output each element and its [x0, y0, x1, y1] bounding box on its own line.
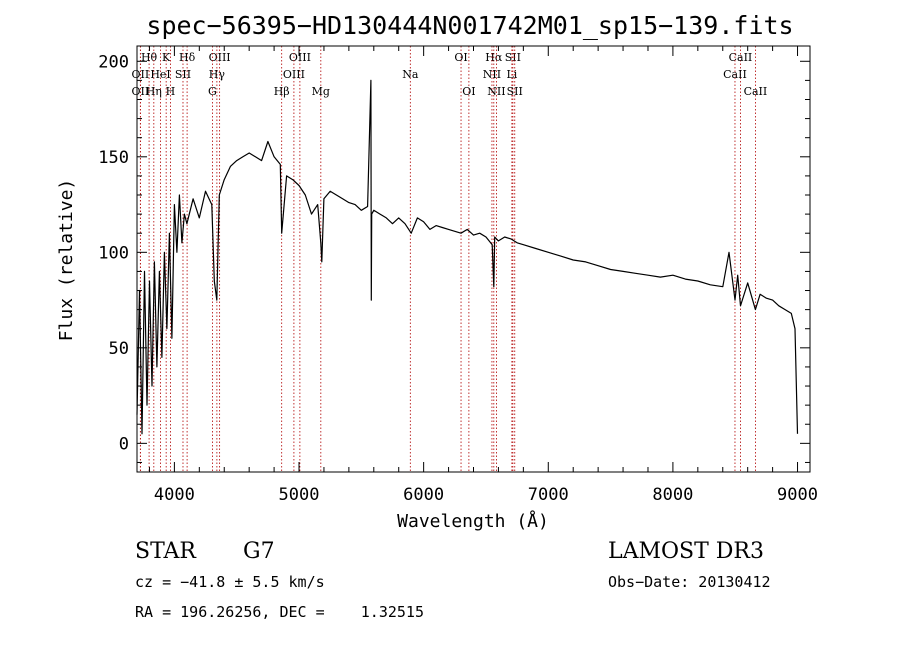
line-label: G	[208, 85, 217, 98]
y-tick-label: 100	[98, 243, 129, 263]
line-label: Hβ	[274, 85, 290, 98]
x-axis: 4000 5000 6000 7000 8000 9000	[148, 46, 818, 505]
x-tick-label: 5000	[279, 485, 320, 505]
line-label: Mg	[312, 85, 330, 98]
line-label: OIII	[209, 51, 231, 64]
line-label: OIII	[289, 51, 311, 64]
x-tick-label: 6000	[403, 485, 444, 505]
line-label: Hη	[146, 85, 162, 98]
line-label: Na	[402, 68, 419, 81]
line-label: CaII	[723, 68, 747, 81]
line-label: OII	[132, 85, 150, 98]
plot-frame	[136, 45, 811, 473]
x-tick-label: 4000	[154, 485, 195, 505]
line-label: SII	[507, 85, 523, 98]
x-axis-label: Wavelength (Å)	[397, 510, 549, 532]
line-label: Hδ	[179, 51, 196, 64]
redshift-velocity: cz = −41.8 ± 5.5 km/s	[135, 573, 325, 591]
y-axis: 0 50 100 150 200	[98, 52, 810, 463]
observation-date: Obs−Date: 20130412	[608, 573, 771, 591]
line-label: H	[166, 85, 176, 98]
line-label: HeI	[150, 68, 170, 81]
line-label: Li	[506, 68, 517, 81]
x-tick-label: 9000	[777, 485, 818, 505]
y-axis-label: Flux (relative)	[56, 179, 77, 342]
y-tick-label: 200	[98, 52, 129, 72]
y-tick-label: 50	[109, 339, 129, 359]
coordinates: RA = 196.26256, DEC = 1.32515	[135, 603, 424, 621]
line-label: SII	[505, 51, 521, 64]
object-class: STAR	[135, 539, 196, 564]
spectrum-line	[136, 79, 799, 435]
chart-title: spec−56395−HD130444N001742M01_sp15−139.f…	[146, 11, 793, 40]
y-tick-label: 0	[119, 434, 129, 454]
x-tick-label: 7000	[528, 485, 569, 505]
line-label: NII	[483, 68, 501, 81]
line-label: OIII	[283, 68, 305, 81]
object-subclass: G7	[243, 539, 275, 564]
spectrum-series	[136, 79, 799, 435]
x-tick-label: 8000	[652, 485, 693, 505]
line-label: CaII	[729, 51, 753, 64]
line-label: Hθ	[141, 51, 158, 64]
line-label: NII	[487, 85, 505, 98]
line-label: OI	[454, 51, 467, 64]
line-label: OI	[462, 85, 475, 98]
y-tick-label: 150	[98, 148, 129, 168]
line-label: SII	[175, 68, 191, 81]
survey-name: LAMOST DR3	[608, 539, 764, 564]
line-label: K	[162, 51, 171, 64]
line-label: Hγ	[209, 68, 226, 81]
line-label: CaII	[744, 85, 768, 98]
line-label: Hα	[485, 51, 503, 64]
